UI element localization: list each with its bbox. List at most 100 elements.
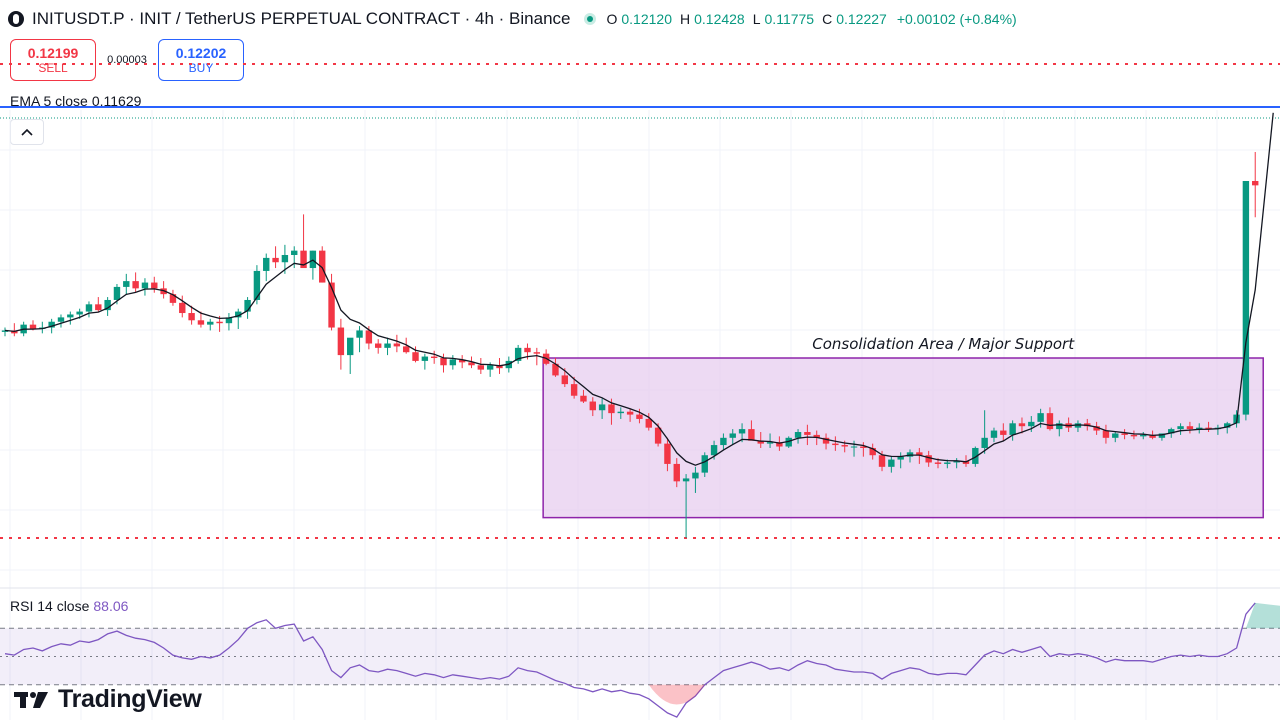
candle[interactable] [794, 429, 802, 444]
symbol-title[interactable]: INITUSDT.P · INIT / TetherUS PERPETUAL C… [32, 9, 571, 28]
candle[interactable] [300, 214, 307, 269]
candle[interactable] [430, 350, 438, 364]
candle[interactable] [580, 389, 587, 403]
buy-button[interactable]: 0.12202 BUY [158, 39, 244, 81]
candle[interactable] [720, 433, 727, 450]
candle[interactable] [673, 458, 680, 488]
candle[interactable] [1000, 423, 1007, 441]
candle[interactable] [962, 455, 970, 467]
rsi-legend[interactable]: RSI 14 close 88.06 [10, 598, 128, 614]
candle[interactable] [141, 278, 149, 296]
candle[interactable] [244, 297, 251, 319]
candle[interactable] [151, 276, 158, 293]
candle[interactable] [869, 443, 876, 460]
candle[interactable] [925, 450, 932, 467]
candle[interactable] [888, 456, 895, 473]
candle[interactable] [402, 337, 410, 354]
candle[interactable] [664, 437, 671, 472]
candle[interactable] [636, 408, 643, 424]
candle[interactable] [309, 250, 317, 280]
candle[interactable] [440, 353, 447, 373]
candle[interactable] [645, 413, 652, 431]
consolidation-annotation[interactable]: Consolidation Area / Major Support [812, 335, 1075, 353]
candle[interactable] [1102, 424, 1110, 444]
candle[interactable] [1, 327, 9, 337]
candle[interactable] [207, 318, 214, 331]
candle[interactable] [1205, 421, 1212, 433]
candle[interactable] [225, 313, 233, 331]
candle[interactable] [1140, 432, 1147, 440]
candle[interactable] [757, 432, 764, 448]
candle[interactable] [328, 273, 335, 331]
candle[interactable] [850, 440, 858, 457]
candle[interactable] [235, 308, 242, 329]
candle[interactable] [552, 358, 559, 377]
candle[interactable] [832, 436, 839, 451]
candle[interactable] [822, 433, 830, 450]
candle[interactable] [458, 355, 466, 369]
candle[interactable] [916, 447, 923, 464]
candle[interactable] [598, 398, 606, 419]
candle[interactable] [272, 246, 279, 269]
tradingview-logo[interactable]: TradingView [14, 685, 202, 714]
candle[interactable] [1252, 151, 1259, 218]
candle[interactable] [1018, 417, 1026, 434]
candle[interactable] [748, 420, 755, 441]
candle[interactable] [57, 314, 65, 328]
candle[interactable] [347, 337, 354, 374]
candle[interactable] [393, 334, 401, 353]
candle[interactable] [860, 442, 867, 457]
candle[interactable] [375, 339, 382, 354]
candle[interactable] [188, 305, 195, 325]
candle[interactable] [953, 458, 960, 469]
candle[interactable] [1009, 420, 1016, 441]
candle[interactable] [169, 289, 177, 306]
candle[interactable] [617, 407, 624, 419]
ema-legend[interactable]: EMA 5 close 0.11629 [10, 93, 141, 109]
candle[interactable] [1224, 421, 1231, 434]
candle[interactable] [804, 424, 811, 446]
candle[interactable] [67, 311, 74, 325]
candle[interactable] [421, 353, 429, 370]
candle[interactable] [533, 347, 541, 366]
candle[interactable] [1093, 421, 1100, 435]
candle[interactable] [319, 246, 326, 283]
candle[interactable] [263, 253, 270, 282]
candle[interactable] [1196, 423, 1203, 434]
candle[interactable] [514, 344, 522, 364]
candle[interactable] [1242, 180, 1250, 421]
candle[interactable] [589, 397, 596, 417]
candle[interactable] [897, 452, 904, 469]
candle[interactable] [1130, 430, 1138, 440]
candle[interactable] [1046, 407, 1054, 431]
candle[interactable] [1037, 408, 1044, 428]
candle[interactable] [468, 356, 475, 369]
candle[interactable] [1186, 421, 1194, 434]
candle[interactable] [692, 466, 699, 493]
candle[interactable] [337, 318, 345, 370]
candle[interactable] [412, 346, 419, 363]
candle[interactable] [766, 433, 774, 448]
candle[interactable] [626, 408, 634, 422]
candle[interactable] [197, 311, 205, 328]
candle[interactable] [104, 297, 111, 316]
candle[interactable] [785, 436, 792, 448]
candle[interactable] [570, 376, 578, 399]
candle[interactable] [477, 358, 485, 374]
candle[interactable] [95, 297, 102, 312]
candle[interactable] [701, 452, 708, 477]
candle[interactable] [384, 337, 391, 356]
candle[interactable] [1177, 423, 1184, 435]
candle[interactable] [1112, 432, 1119, 443]
collapse-legend-button[interactable] [10, 119, 44, 145]
candle[interactable] [729, 429, 736, 446]
candle[interactable] [682, 474, 690, 538]
candle[interactable] [1056, 420, 1063, 437]
candle[interactable] [291, 246, 298, 269]
candle[interactable] [85, 301, 93, 318]
candle[interactable] [132, 272, 139, 293]
candle[interactable] [356, 326, 363, 353]
candle[interactable] [449, 355, 457, 370]
candle[interactable] [179, 295, 186, 318]
